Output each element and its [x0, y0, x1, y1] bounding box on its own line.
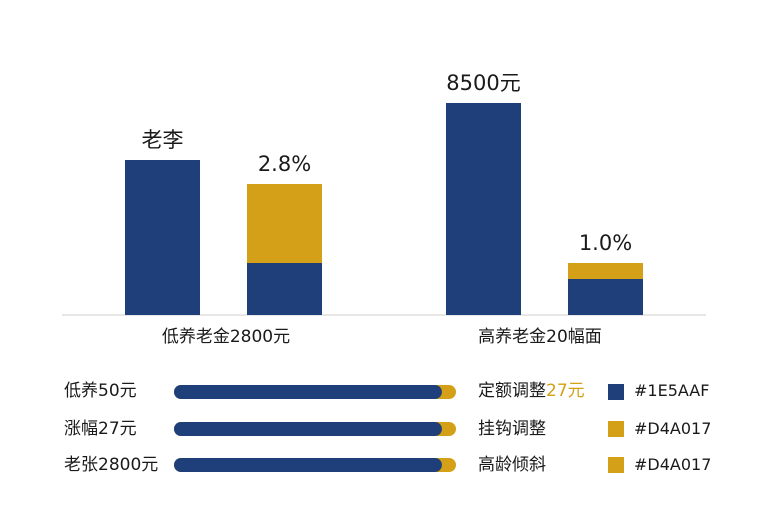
adjustment-text: 定额调整 — [478, 381, 546, 401]
progress-row-label: 老张2800元 — [64, 455, 159, 475]
legend-swatch — [608, 421, 624, 437]
bar-segment-blue — [568, 279, 643, 315]
legend-swatch — [608, 457, 624, 473]
bar-segment-gold — [568, 263, 643, 279]
category-label: 低养老金2800元 — [162, 327, 290, 347]
legend-hex-label: #1E5AAF — [634, 381, 710, 400]
progress-row-label: 涨幅27元 — [64, 419, 137, 439]
progress-fill-blue — [174, 385, 442, 399]
progress-fill-blue — [174, 422, 442, 436]
legend-hex-label: #D4A017 — [634, 455, 712, 474]
adjustment-text: 高龄倾斜 — [478, 455, 546, 475]
bar-label: 老李 — [142, 128, 184, 152]
bar-segment-blue — [247, 263, 322, 315]
bar-segment-gold — [247, 184, 322, 263]
bar-label: 2.8% — [258, 152, 311, 176]
bar-segment-blue — [125, 160, 200, 315]
adjustment-label: 挂钩调整 — [478, 419, 546, 439]
category-label: 高养老金20幅面 — [478, 327, 602, 347]
progress-fill-blue — [174, 458, 442, 472]
bar-segment-blue — [446, 103, 521, 315]
bar-label: 8500元 — [446, 71, 520, 95]
legend-hex-label: #D4A017 — [634, 419, 712, 438]
bar-label: 1.0% — [579, 231, 632, 255]
adjustment-label: 定额调整27元 — [478, 381, 585, 401]
progress-row-label: 低养50元 — [64, 381, 137, 401]
adjustment-label: 高龄倾斜 — [478, 455, 546, 475]
adjustment-text: 挂钩调整 — [478, 419, 546, 439]
legend-swatch — [608, 384, 624, 400]
grouped-bar-chart: 老李 2.8% 低养老金2800元 8500元 1.0% 高养老金20幅面 — [62, 71, 706, 347]
adjustment-highlight: 27元 — [546, 381, 585, 401]
horizontal-bars — [174, 385, 456, 472]
